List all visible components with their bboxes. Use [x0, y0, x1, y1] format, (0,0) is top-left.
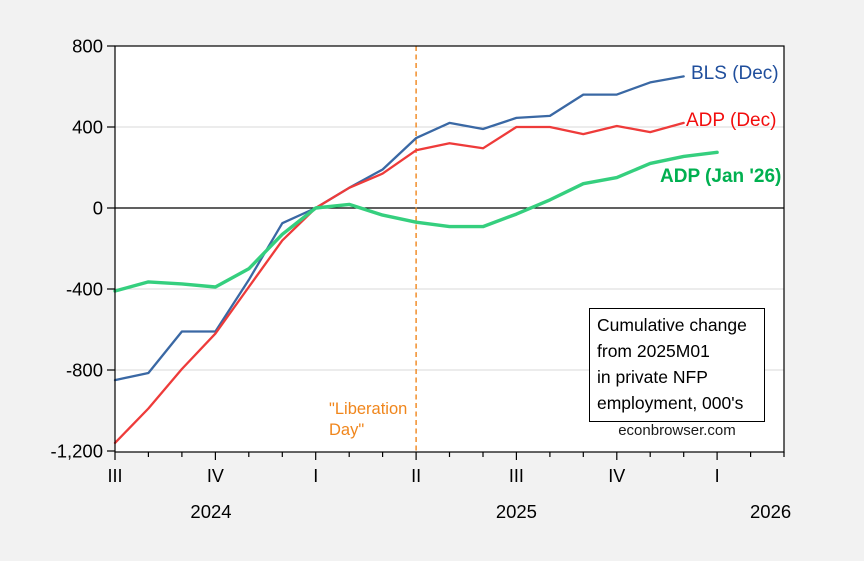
annotation-line: employment, 000's	[597, 393, 744, 413]
series-label-adp-jan: ADP (Jan '26)	[660, 166, 782, 187]
liberation-day-line1: "Liberation	[329, 400, 408, 418]
x-quarter-label: I	[313, 466, 318, 486]
liberation-day-annotation: "Liberation Day"	[329, 399, 407, 441]
y-tick-label: -800	[66, 360, 103, 381]
watermark: econbrowser.com	[618, 422, 736, 439]
x-quarter-label: IV	[608, 466, 625, 486]
y-tick-label: 0	[93, 198, 103, 219]
annotation-line: from 2025M01	[597, 341, 710, 361]
x-year-label: 2026	[750, 501, 791, 522]
series-line-1	[113, 121, 685, 445]
x-quarter-label: II	[411, 466, 421, 486]
annotation-line: in private NFP	[597, 367, 708, 387]
y-tick-label: 800	[72, 36, 103, 57]
x-quarter-label: III	[509, 466, 524, 486]
x-quarter-label: III	[107, 466, 122, 486]
series-line-2	[113, 150, 719, 293]
y-tick-label: -400	[66, 279, 103, 300]
x-quarter-label: I	[715, 466, 720, 486]
x-year-label: 2025	[496, 501, 537, 522]
x-quarter-label: IV	[207, 466, 224, 486]
y-tick-label: 400	[72, 117, 103, 138]
series-label-adp-dec: ADP (Dec)	[686, 110, 777, 131]
y-tick-label: -1,200	[51, 441, 103, 462]
annotation-box: Cumulative change from 2025M01 in privat…	[589, 308, 765, 422]
series-label-bls: BLS (Dec)	[691, 63, 779, 84]
x-year-label: 2024	[190, 501, 231, 522]
series-line-0	[113, 75, 685, 382]
liberation-day-line2: Day"	[329, 421, 365, 439]
annotation-line: Cumulative change	[597, 315, 747, 335]
